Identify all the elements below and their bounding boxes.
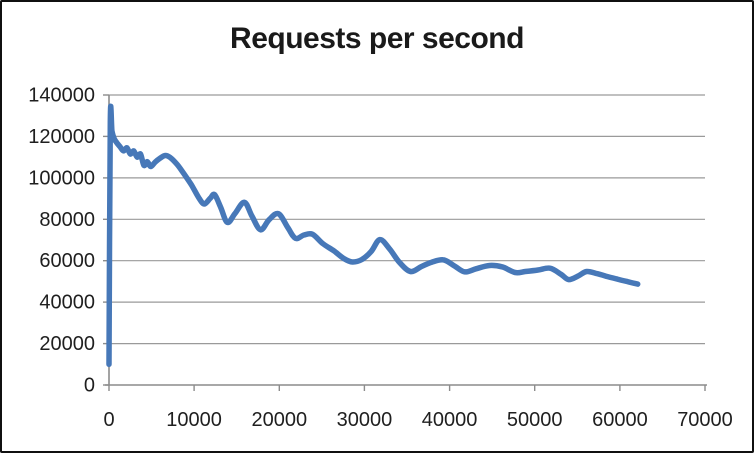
x-tick-label-70000: 70000 — [677, 409, 733, 431]
gridlines — [109, 94, 705, 345]
y-tick-label-40000: 40000 — [39, 292, 95, 314]
y-tick-label-80000: 80000 — [39, 209, 95, 231]
x-axis-labels: 0 10000 20000 30000 40000 50000 60000 70000 — [103, 409, 732, 431]
series-lines — [106, 103, 641, 368]
x-tick-label-50000: 50000 — [507, 409, 563, 431]
x-tick-label-60000: 60000 — [592, 409, 648, 431]
axes — [105, 95, 707, 386]
y-tick-label-120000: 120000 — [28, 126, 95, 148]
y-axis-labels: 0 20000 40000 60000 80000 100000 120000 140000 — [28, 85, 95, 397]
y-tick-label-60000: 60000 — [39, 250, 95, 272]
y-tick-label-20000: 20000 — [39, 333, 95, 355]
tick-marks — [103, 94, 706, 391]
x-tick-label-20000: 20000 — [251, 409, 307, 431]
chart-title: Requests per second — [230, 22, 524, 55]
x-tick-label-0: 0 — [103, 409, 114, 431]
y-tick-label-140000: 140000 — [28, 85, 95, 107]
x-tick-label-40000: 40000 — [422, 409, 478, 431]
x-tick-label-30000: 30000 — [337, 409, 393, 431]
y-tick-label-0: 0 — [84, 375, 95, 397]
series-line-0 — [106, 103, 641, 368]
x-tick-label-10000: 10000 — [166, 409, 222, 431]
y-tick-label-100000: 100000 — [28, 167, 95, 189]
